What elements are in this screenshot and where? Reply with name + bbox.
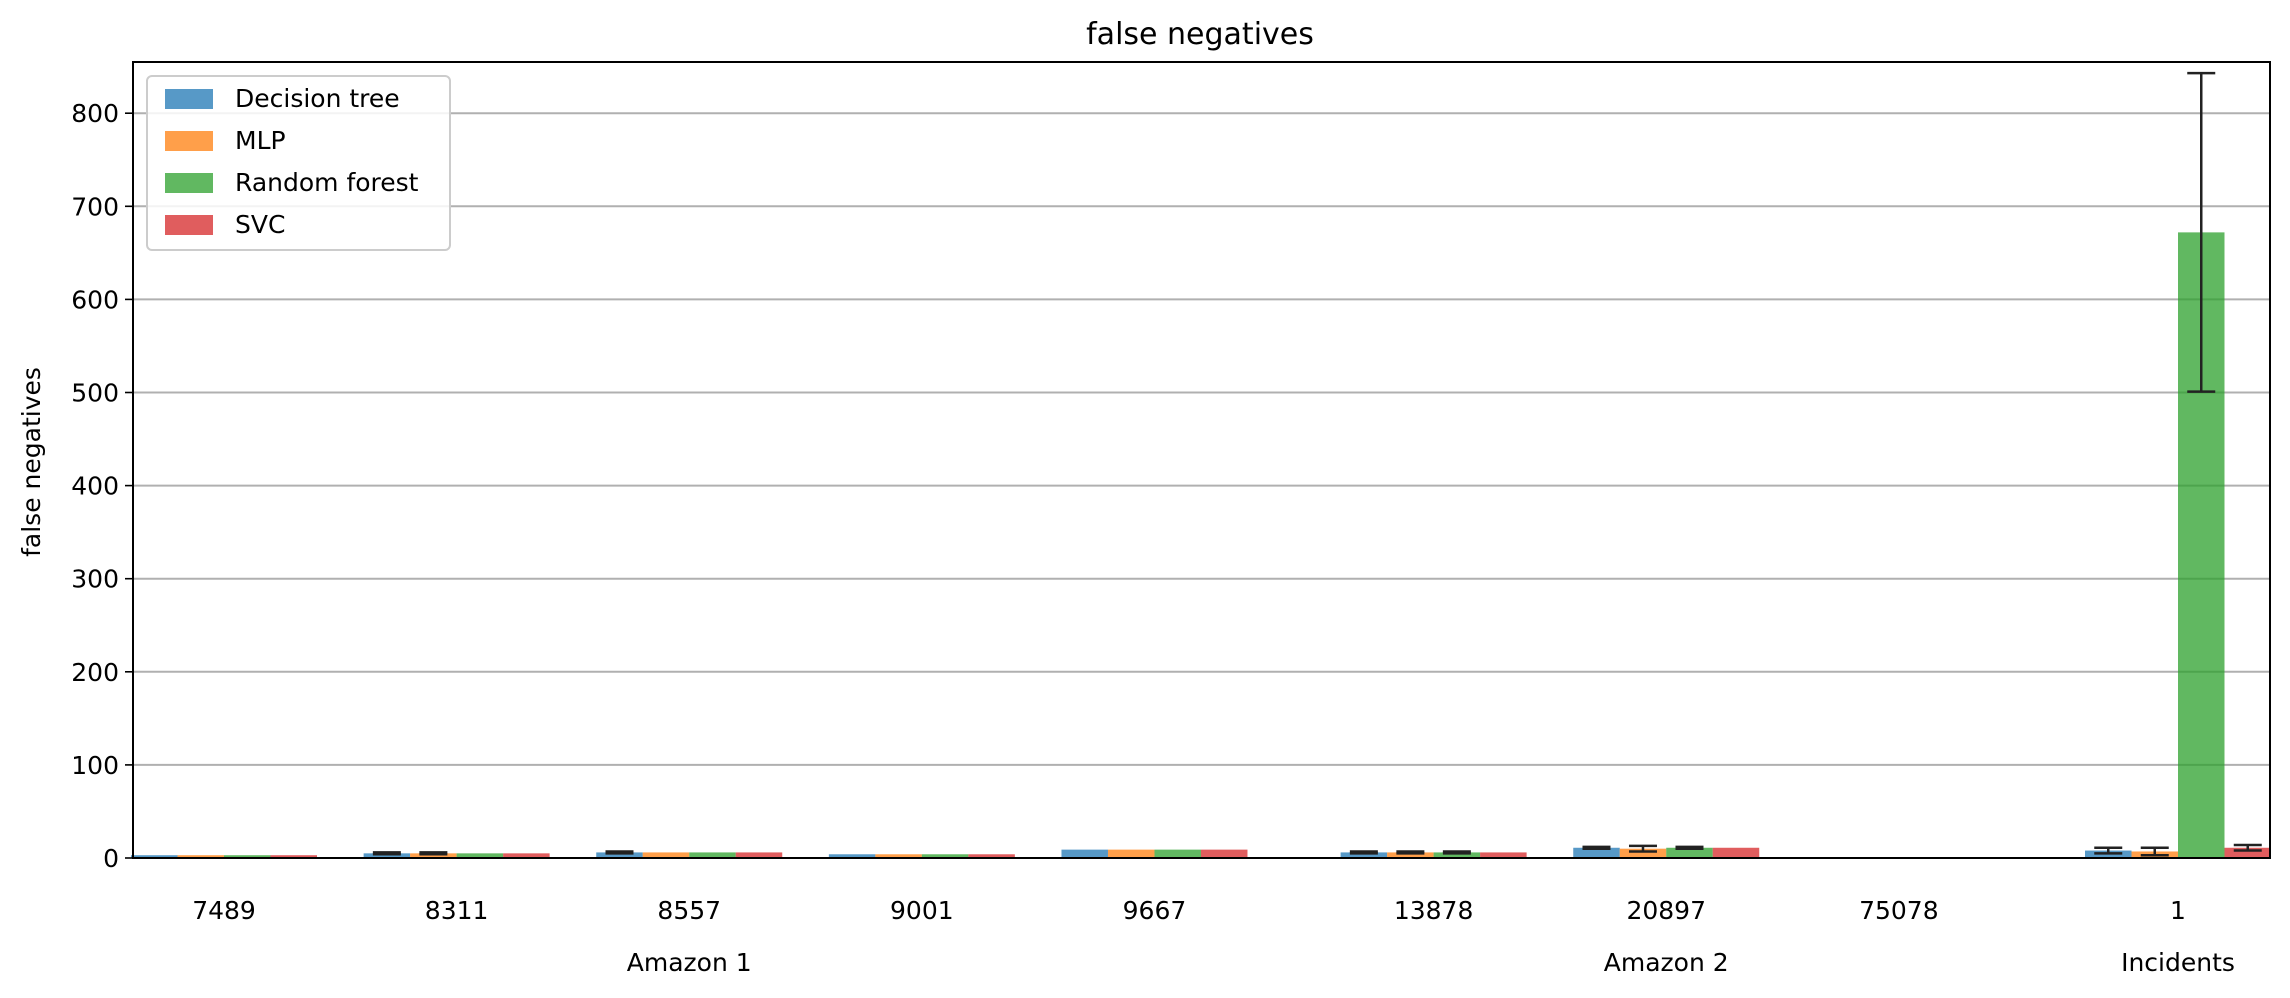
bar (875, 854, 922, 858)
x-tick-label: 13878 (1394, 896, 1474, 925)
legend-swatch (165, 131, 213, 151)
error-bar (1396, 850, 1425, 855)
x-tick-label: 8557 (657, 896, 721, 925)
group-label: Amazon 2 (1604, 948, 1729, 977)
legend-swatch (165, 173, 213, 193)
bar (921, 854, 969, 858)
error-bar (1442, 850, 1471, 855)
bar (131, 855, 178, 858)
group-labels: Amazon 1 Amazon 2 Incidents (627, 948, 2235, 977)
bar (1480, 852, 1527, 858)
x-tick-label: 20897 (1626, 896, 1706, 925)
legend-label: SVC (235, 210, 285, 239)
error-bar (2187, 71, 2216, 393)
bar (828, 854, 876, 858)
y-tick-label: 400 (71, 472, 119, 501)
error-bar (1628, 844, 1657, 853)
y-axis-label: false negatives (17, 367, 46, 557)
legend-swatch (165, 89, 213, 109)
error-bar (2094, 846, 2123, 855)
legend-swatch (165, 215, 213, 235)
y-tick-label: 700 (71, 192, 119, 221)
error-bar (1675, 845, 1704, 850)
error-bars (372, 71, 2262, 857)
legend-item: MLP (165, 126, 286, 155)
bar (1619, 848, 1667, 858)
y-tick-label: 100 (71, 751, 119, 780)
bar (456, 853, 504, 858)
y-tick-label: 200 (71, 658, 119, 687)
bar (1340, 852, 1388, 858)
x-tick-label: 1 (2170, 896, 2186, 925)
bar (410, 853, 457, 858)
x-tick-label: 8311 (425, 896, 489, 925)
bar (968, 854, 1015, 858)
chart-title: false negatives (1086, 17, 1314, 52)
bar (2224, 847, 2271, 858)
bar (1154, 849, 1201, 858)
y-ticks: 0 100 200 300 400 500 600 700 800 (71, 99, 133, 873)
x-tick-label: 9001 (890, 896, 954, 925)
bar (363, 853, 411, 858)
group-label: Amazon 1 (627, 948, 752, 977)
bar (503, 853, 550, 858)
legend-label: Decision tree (235, 84, 400, 113)
bar (642, 852, 690, 858)
bar (1061, 849, 1108, 858)
bar (1433, 852, 1481, 858)
legend-item: Decision tree (165, 84, 400, 113)
legend-item: SVC (165, 210, 285, 239)
x-tick-label: 75078 (1859, 896, 1939, 925)
y-tick-label: 800 (71, 99, 119, 128)
y-tick-label: 0 (103, 844, 119, 873)
legend-frame (146, 75, 451, 251)
bar (1200, 849, 1248, 858)
x-tick-label: 9667 (1123, 896, 1187, 925)
bar (1107, 849, 1155, 858)
plot-frame (132, 61, 2271, 859)
legend-label: MLP (235, 126, 286, 155)
y-tick-label: 500 (71, 379, 119, 408)
error-bar (605, 850, 634, 855)
error-bar (2233, 843, 2262, 852)
bar (177, 855, 224, 858)
bar (1387, 852, 1434, 858)
error-bar (372, 851, 401, 856)
bar (1573, 847, 1620, 858)
error-bar (1349, 850, 1378, 855)
error-bar (2140, 846, 2169, 857)
legend: Decision tree MLP Random forest SVC (146, 75, 451, 251)
legend-label: Random forest (235, 168, 419, 197)
bar (270, 855, 317, 858)
x-ticks: 7489 8311 8557 9001 9667 13878 20897 75078 1 (192, 896, 2186, 925)
bar (735, 852, 783, 858)
legend-item: Random forest (165, 168, 419, 197)
error-bar (419, 851, 448, 856)
bar (1666, 847, 1713, 858)
axes (132, 61, 2271, 859)
bar (224, 855, 271, 858)
bar (596, 852, 643, 858)
x-tick-label: 7489 (192, 896, 256, 925)
group-label: Incidents (2121, 948, 2235, 977)
y-tick-label: 300 (71, 565, 119, 594)
y-tick-label: 600 (71, 285, 119, 314)
bar (1712, 847, 1760, 858)
bar (689, 852, 736, 858)
error-bar (1582, 845, 1611, 850)
